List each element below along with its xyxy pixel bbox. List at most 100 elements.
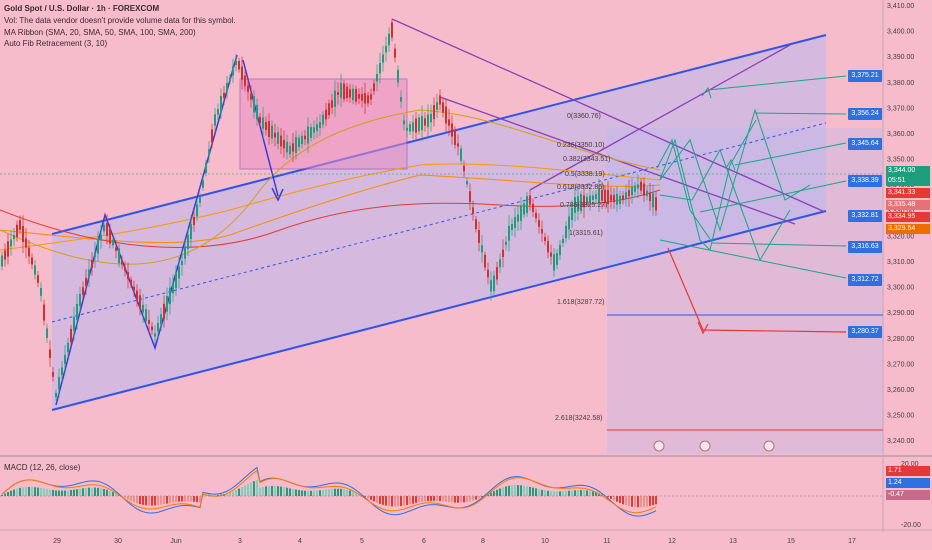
target-tag[interactable]: 3,316.63 — [848, 241, 882, 253]
current-price-label: 3,344.00 05:51 — [886, 166, 930, 186]
candle-body — [31, 257, 33, 265]
candle-body — [496, 267, 498, 280]
target-tag[interactable]: 3,375.21 — [848, 70, 882, 82]
macd-bar — [313, 490, 315, 496]
macd-bar — [97, 487, 99, 496]
target-tag[interactable]: 3,280.37 — [848, 326, 882, 338]
symbol-title[interactable]: Gold Spot / U.S. Dollar · 1h · FOREXCOM — [4, 4, 160, 13]
fib-level-label: 0.382(3343.51) — [563, 156, 610, 163]
macd-bar — [451, 496, 453, 503]
candle-body — [106, 222, 108, 236]
macd-bar — [322, 489, 324, 496]
macd-pane[interactable] — [0, 458, 883, 528]
macd-bar — [283, 487, 285, 496]
target-tag[interactable]: 3,356.24 — [848, 108, 882, 120]
candle-body — [244, 75, 246, 87]
triangle-line-3[interactable] — [529, 44, 791, 191]
candle-body — [175, 272, 177, 289]
target-tag[interactable]: 3,338.39 — [848, 175, 882, 187]
macd-bar — [112, 492, 114, 496]
macd-legend[interactable]: MACD (12, 26, close) — [4, 463, 81, 472]
candle-body — [328, 103, 330, 116]
event-icons[interactable] — [653, 440, 775, 452]
price-axis[interactable]: 3,410.00 3,400.00 3,390.00 3,380.00 3,370.00… — [887, 3, 914, 445]
macd-bar — [577, 490, 579, 496]
candle-body — [493, 275, 495, 292]
candle-body — [232, 66, 234, 76]
volume-legend[interactable]: Vol: The data vendor doesn't provide vol… — [4, 16, 236, 25]
macd-bar — [145, 496, 147, 506]
macd-bar — [319, 490, 321, 496]
macd-bar — [271, 485, 273, 496]
candle-body — [7, 241, 9, 257]
candle-body — [178, 266, 180, 279]
macd-bar — [229, 492, 231, 496]
price-tick-label: 3,400.00 — [887, 29, 914, 36]
candle-body — [460, 148, 462, 161]
macd-bar — [394, 496, 396, 507]
ma-ribbon-legend[interactable]: MA Ribbon (SMA, 20, SMA, 50, SMA, 100, S… — [4, 28, 196, 37]
fib-legend[interactable]: Auto Fib Retracement (3, 10) — [4, 39, 108, 48]
candle-body — [52, 371, 54, 377]
macd-bar — [382, 496, 384, 505]
candle-body — [25, 238, 27, 248]
macd-bar — [508, 485, 510, 496]
target-tag[interactable]: 3,312.72 — [848, 274, 882, 286]
macd-histogram — [1, 466, 657, 517]
candle-body — [418, 117, 420, 132]
candle-body — [235, 60, 237, 65]
candle-body — [301, 136, 303, 144]
candle-body — [358, 93, 360, 99]
macd-bar — [274, 485, 276, 496]
macd-bar — [115, 493, 117, 496]
candle-body — [601, 190, 603, 201]
macd-bar — [193, 496, 195, 502]
candle-body — [208, 149, 210, 155]
candle-body — [517, 214, 519, 222]
macd-bar — [304, 490, 306, 496]
candle-body — [4, 250, 6, 260]
time-axis[interactable]: 29 30 Jun 3 4 5 6 8 10 11 12 13 15 17 — [53, 538, 856, 545]
candle-body — [331, 100, 333, 108]
target-tag[interactable]: 3,332.81 — [848, 210, 882, 222]
macd-bar — [568, 490, 570, 496]
channel-lower-line[interactable] — [51, 210, 827, 411]
macd-bar — [52, 490, 54, 496]
candle-body — [271, 125, 273, 139]
fib-level-label: 2.618(3242.58) — [555, 415, 602, 422]
price-tick-label: 3,380.00 — [887, 80, 914, 87]
macd-bar — [316, 490, 318, 496]
candle-body — [112, 239, 114, 246]
macd-bar — [547, 490, 549, 496]
candle-body — [436, 102, 438, 110]
candle-body — [136, 290, 138, 301]
macd-bar — [511, 485, 513, 496]
candle-body — [631, 186, 633, 196]
candle-body — [43, 304, 45, 321]
target-tag[interactable]: 3,345.64 — [848, 138, 882, 150]
candle-body — [637, 184, 639, 189]
macd-bar — [13, 489, 15, 496]
candle-body — [556, 253, 558, 265]
macd-bar — [514, 485, 516, 496]
macd-bar — [292, 488, 294, 496]
channel-upper-line[interactable] — [51, 34, 827, 235]
macd-bar — [559, 491, 561, 496]
candle-body — [304, 135, 306, 140]
macd-bar — [34, 487, 36, 496]
candle-body — [484, 254, 486, 268]
candle-body — [592, 195, 594, 200]
projection-paths — [656, 75, 847, 279]
candle-body — [610, 194, 612, 201]
candle-body — [82, 287, 84, 295]
candle-body — [139, 295, 141, 309]
macd-bar — [331, 488, 333, 496]
macd-bar — [433, 496, 435, 501]
triangle-line-1[interactable] — [391, 18, 826, 213]
macd-bar — [4, 493, 6, 496]
macd-bar — [199, 496, 201, 503]
macd-bar — [85, 487, 87, 496]
candle-body — [253, 96, 255, 113]
candle-body — [562, 239, 564, 243]
